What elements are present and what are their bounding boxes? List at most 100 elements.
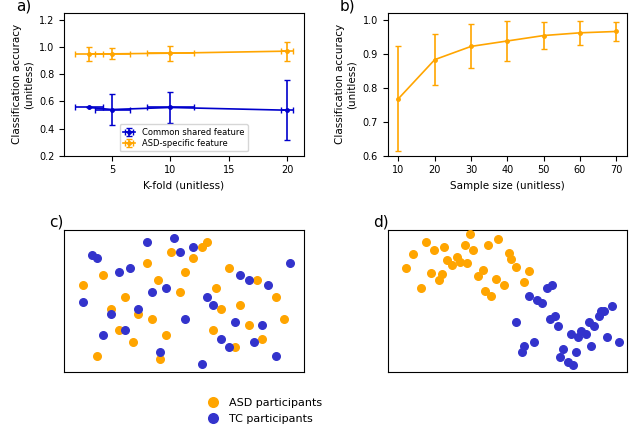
Point xyxy=(537,300,547,307)
Point xyxy=(555,353,565,360)
Point xyxy=(125,265,135,272)
Point xyxy=(263,282,273,289)
Point xyxy=(243,322,253,329)
Point xyxy=(202,293,212,300)
Point xyxy=(147,315,157,322)
Point xyxy=(465,231,475,238)
Point xyxy=(472,272,483,279)
Point xyxy=(180,315,190,322)
Point xyxy=(120,293,130,300)
Point xyxy=(550,312,560,319)
Point xyxy=(545,315,555,322)
Point xyxy=(97,332,108,339)
Text: c): c) xyxy=(50,215,64,230)
Point xyxy=(106,305,116,312)
Point xyxy=(133,305,143,312)
Point xyxy=(166,248,177,255)
Point xyxy=(243,276,253,283)
Point xyxy=(156,355,166,362)
Point xyxy=(499,282,509,289)
Point xyxy=(128,339,138,346)
Point xyxy=(493,236,504,243)
Text: d): d) xyxy=(373,215,388,230)
Point xyxy=(106,310,116,317)
Point xyxy=(462,260,472,267)
Legend: ASD participants, TC participants: ASD participants, TC participants xyxy=(198,394,326,428)
Point xyxy=(224,344,234,351)
Point xyxy=(454,258,465,265)
Point xyxy=(188,255,198,262)
Point xyxy=(141,238,152,245)
Point xyxy=(599,307,609,314)
Point xyxy=(589,323,599,330)
Point xyxy=(196,243,207,250)
Point xyxy=(401,265,411,272)
Point xyxy=(421,239,431,246)
Point xyxy=(271,293,281,300)
Point xyxy=(504,249,514,256)
Point xyxy=(519,279,529,286)
Point xyxy=(120,327,130,334)
Text: b): b) xyxy=(340,0,355,13)
Point xyxy=(141,260,152,267)
Point xyxy=(216,335,226,342)
Point xyxy=(92,352,102,359)
X-axis label: K-fold (unitless): K-fold (unitless) xyxy=(143,181,225,191)
Point xyxy=(557,346,568,353)
Point xyxy=(519,343,529,350)
Point xyxy=(452,254,462,261)
Point xyxy=(147,288,157,295)
Y-axis label: Classification accuracy
(unitless): Classification accuracy (unitless) xyxy=(12,25,33,145)
Point xyxy=(460,242,470,249)
Y-axis label: Classification accuracy
(unitless): Classification accuracy (unitless) xyxy=(335,25,357,145)
Point xyxy=(161,285,171,292)
Point xyxy=(481,288,491,295)
Point xyxy=(584,318,594,325)
Point xyxy=(180,268,190,275)
Point xyxy=(133,310,143,317)
Point xyxy=(175,288,185,295)
Point xyxy=(586,343,596,350)
Point xyxy=(207,327,218,334)
Point xyxy=(429,246,439,253)
Point xyxy=(202,238,212,245)
Point xyxy=(169,235,179,242)
Point xyxy=(524,268,534,275)
Point xyxy=(483,242,493,249)
Point xyxy=(156,349,166,356)
Point xyxy=(581,331,591,338)
Point xyxy=(478,266,488,273)
Point xyxy=(552,323,563,330)
Point xyxy=(230,344,240,351)
Legend: Common shared feature, ASD-specific feature: Common shared feature, ASD-specific feat… xyxy=(120,124,248,152)
Point xyxy=(235,272,245,279)
Point xyxy=(570,349,580,356)
Point xyxy=(78,298,88,305)
Point xyxy=(467,246,477,253)
Point xyxy=(97,272,108,279)
Point xyxy=(524,292,534,299)
Text: a): a) xyxy=(16,0,31,13)
Point xyxy=(436,271,447,278)
Point xyxy=(576,328,586,335)
Point xyxy=(257,322,268,329)
Point xyxy=(235,302,245,309)
Point xyxy=(596,307,607,314)
Point xyxy=(257,335,268,342)
Point xyxy=(506,255,516,262)
Point xyxy=(207,302,218,309)
Point xyxy=(86,251,97,258)
Point xyxy=(439,243,449,250)
Point xyxy=(249,339,259,346)
Point xyxy=(542,285,552,292)
Point xyxy=(568,361,578,368)
Point xyxy=(152,276,163,283)
Point xyxy=(486,292,496,299)
Point xyxy=(92,255,102,262)
Point xyxy=(565,331,575,338)
Point xyxy=(252,276,262,283)
Point xyxy=(607,303,617,310)
Point xyxy=(271,352,281,359)
Point xyxy=(196,360,207,367)
Point xyxy=(224,265,234,272)
